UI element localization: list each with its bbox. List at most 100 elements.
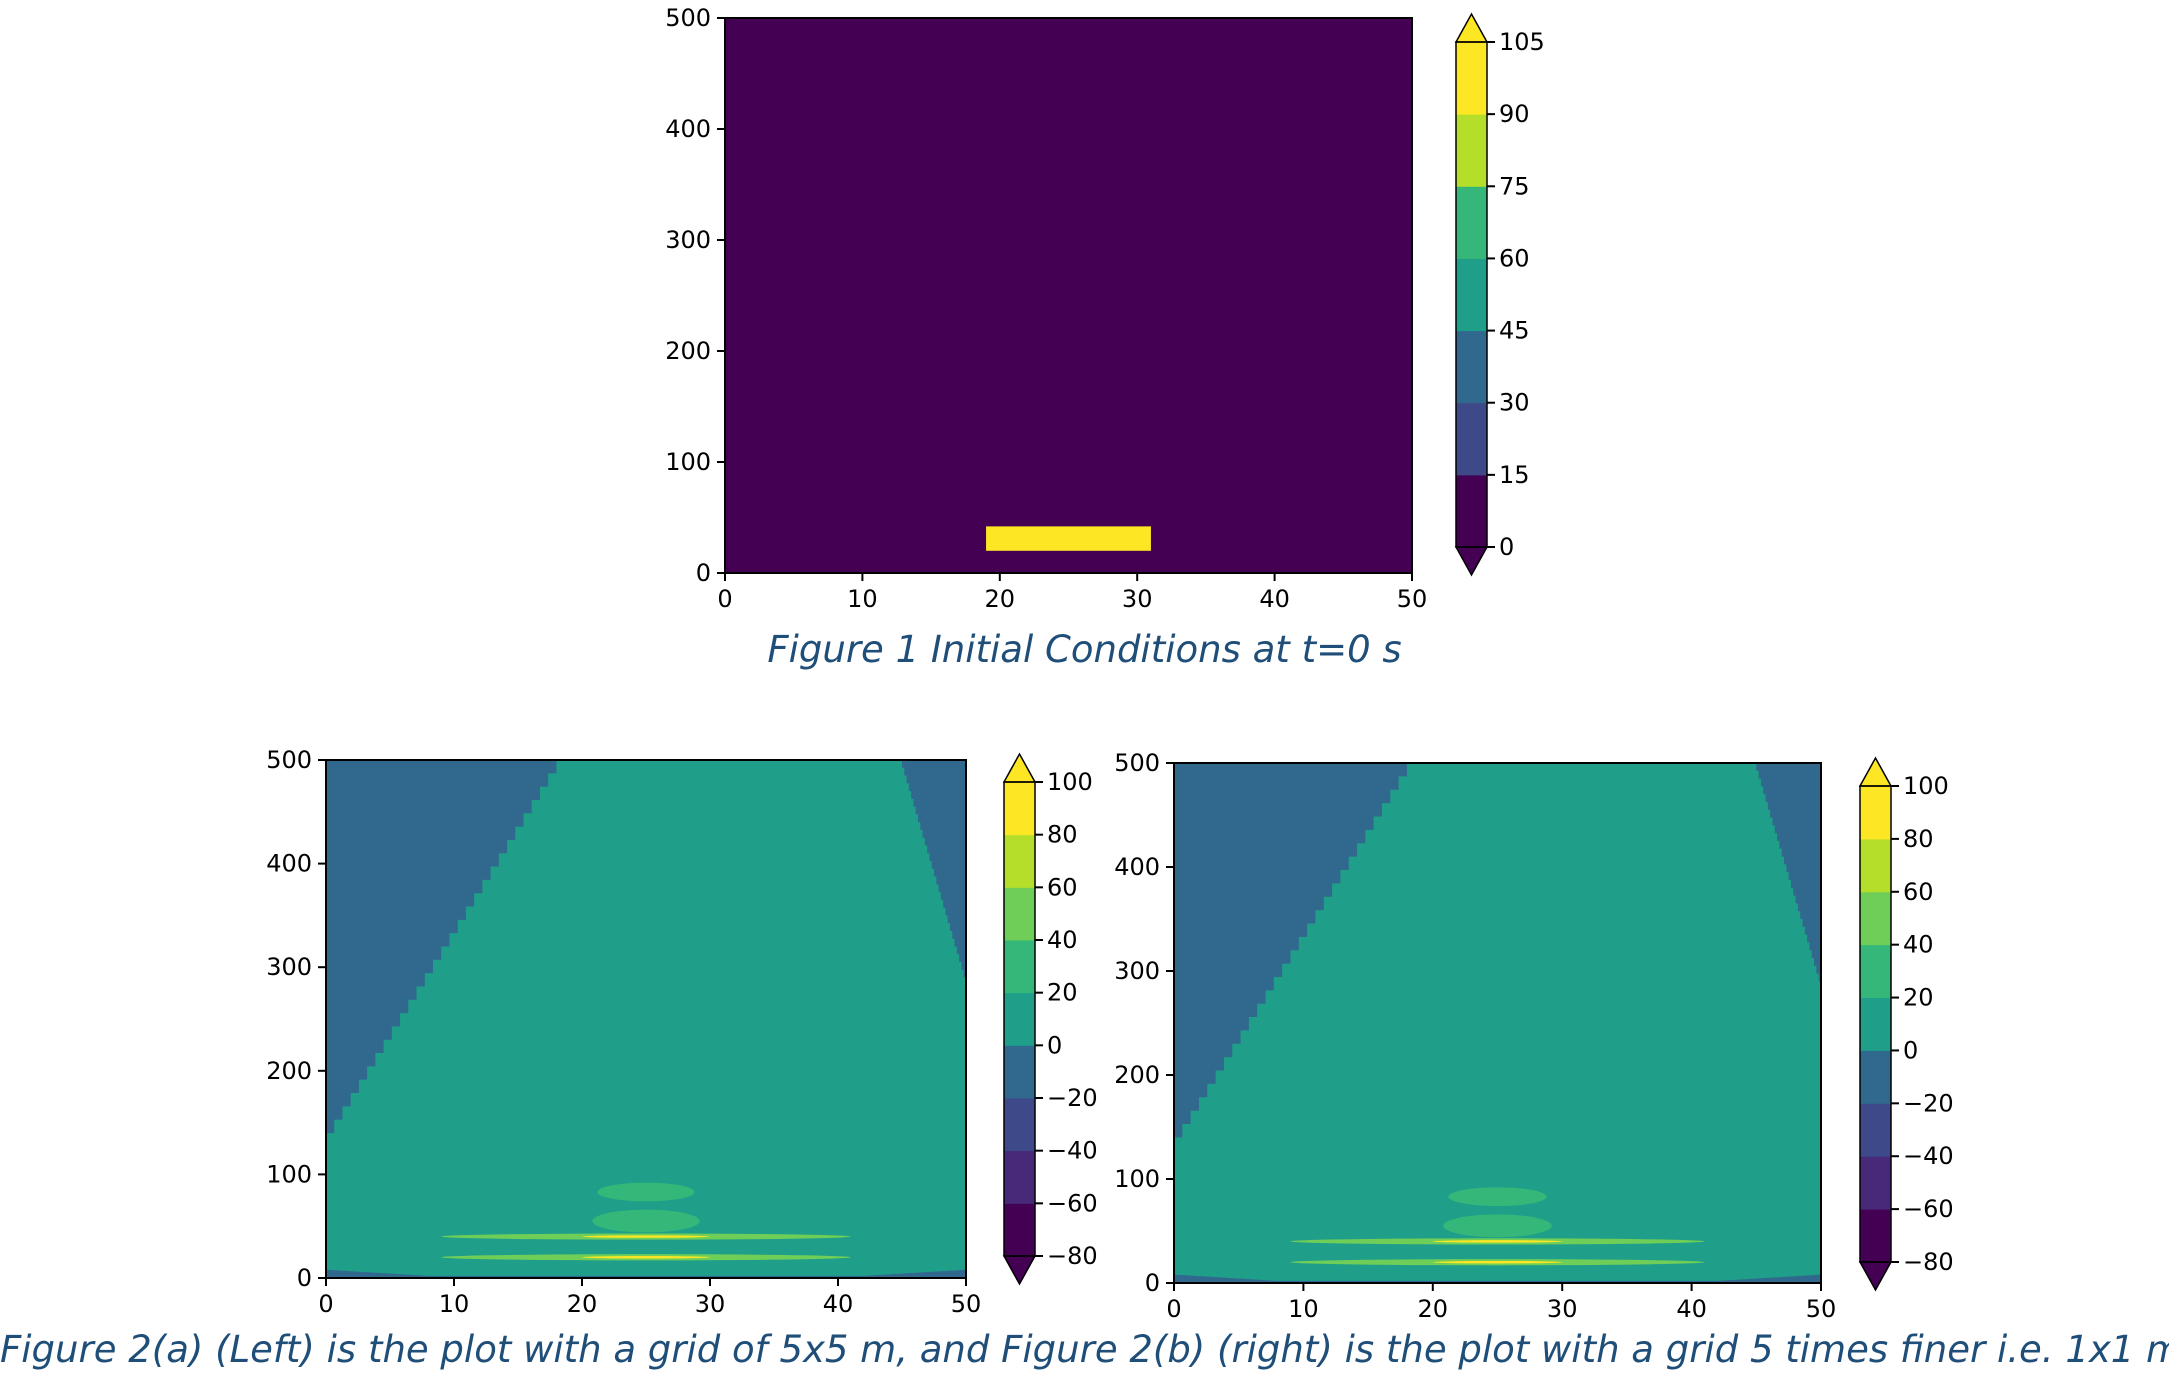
- plot-area-fig1: [725, 18, 1412, 573]
- y-tick-label: 400: [266, 850, 312, 878]
- colorbar-bin: [1456, 402, 1487, 476]
- x-tick-label: 30: [1547, 1295, 1578, 1323]
- y-tick-label: 0: [696, 559, 711, 587]
- field-background: [725, 18, 1412, 573]
- colorbar-bin: [1860, 786, 1891, 840]
- colorbar-tick-label: 90: [1499, 100, 1530, 128]
- bottom-edge-strip: [326, 1269, 966, 1278]
- x-tick-label: 30: [695, 1290, 726, 1318]
- colorbar-tick-label: 20: [1903, 984, 1934, 1012]
- x-tick-label: 0: [717, 585, 732, 613]
- wave-band: [582, 1235, 710, 1238]
- colorbar-bin: [1004, 1203, 1035, 1257]
- colorbar-bin: [1004, 1098, 1035, 1152]
- colorbar-extend-min: [1454, 546, 1489, 577]
- x-tick-label: 40: [1259, 585, 1290, 613]
- y-tick-label: 300: [1114, 957, 1160, 985]
- plot-area-fig2a: [326, 760, 966, 1278]
- colorbar-bin: [1860, 944, 1891, 999]
- colorbar-tick-label: −40: [1903, 1142, 1954, 1170]
- colorbar-tick-label: 60: [1047, 873, 1078, 901]
- colorbar-tick-label: 60: [1499, 244, 1530, 272]
- colorbar-extend-max: [1454, 12, 1489, 43]
- colorbar-fig2a: −80 −60 −40 −20 0 20 40 60 80 100: [1002, 752, 1098, 1286]
- colorbar-tick-label: −60: [1903, 1195, 1954, 1223]
- colorbar-tick-label: 75: [1499, 172, 1530, 200]
- figure-2-caption: Figure 2(a) (Left) is the plot with a gr…: [0, 1328, 2169, 1371]
- chart-fig1: 0 10 20 30 40 5001002003004005000153045607590…: [665, 4, 1545, 613]
- y-tick-label: 0: [297, 1264, 312, 1292]
- colorbar-tick-label: 80: [1047, 821, 1078, 849]
- wave-band: [582, 1256, 710, 1259]
- colorbar-extend-max: [1002, 752, 1037, 783]
- colorbar-tick-label: −20: [1047, 1084, 1098, 1112]
- colorbar-bin: [1860, 1209, 1891, 1263]
- right-corner-region: [1756, 763, 1821, 982]
- colorbar-tick-label: 30: [1499, 389, 1530, 417]
- y-tick-label: 400: [1114, 853, 1160, 881]
- colorbar-extend-min: [1858, 1261, 1893, 1292]
- wave-band: [1432, 1260, 1563, 1264]
- wave-lobe: [1443, 1214, 1552, 1238]
- wave-lobe: [592, 1209, 700, 1233]
- colorbar-bin: [1860, 997, 1891, 1051]
- colorbar-bin: [1456, 186, 1487, 259]
- x-tick-label: 20: [567, 1290, 598, 1318]
- colorbar-frame: [1859, 785, 1892, 1263]
- colorbar-frame: [1003, 781, 1036, 1257]
- x-tick-label: 20: [1418, 1295, 1449, 1323]
- colorbar-bin: [1860, 1050, 1891, 1104]
- colorbar-bin: [1004, 834, 1035, 888]
- y-tick-label: 300: [665, 226, 711, 254]
- wave-lobe: [1448, 1187, 1547, 1207]
- x-tick-label: 30: [1122, 585, 1153, 613]
- colorbar-tick-label: 40: [1047, 926, 1078, 954]
- colorbar-bin: [1860, 891, 1891, 946]
- x-tick-label: 10: [439, 1290, 470, 1318]
- colorbar-tick-label: 80: [1903, 825, 1934, 853]
- y-tick-label: 400: [665, 115, 711, 143]
- wave-band: [1432, 1240, 1563, 1243]
- colorbar-tick-label: 20: [1047, 979, 1078, 1007]
- plot-area-fig2b: [1174, 763, 1821, 1283]
- colorbar-bin: [1004, 992, 1035, 1046]
- right-corner-region: [902, 760, 966, 978]
- y-tick-label: 500: [1114, 749, 1160, 777]
- colorbar-bin: [1004, 782, 1035, 836]
- y-tick-label: 100: [1114, 1165, 1160, 1193]
- y-tick-label: 200: [266, 1057, 312, 1085]
- colorbar-tick-label: 45: [1499, 317, 1530, 345]
- axes-frame: [325, 759, 967, 1279]
- x-tick-label: 0: [318, 1290, 333, 1318]
- colorbar-tick-label: 100: [1047, 768, 1093, 796]
- colorbar-tick-label: 60: [1903, 878, 1934, 906]
- colorbar-bin: [1456, 114, 1487, 187]
- colorbar-extend-max: [1858, 756, 1893, 787]
- colorbar-bin: [1004, 940, 1035, 994]
- colorbar-fig2b: −80 −60 −40 −20 0 20 40 60 80 100: [1858, 756, 1954, 1292]
- y-tick-label: 500: [266, 746, 312, 774]
- colorbar-bin: [1456, 258, 1487, 332]
- colorbar-bin: [1860, 838, 1891, 893]
- x-tick-label: 40: [1676, 1295, 1707, 1323]
- colorbar-tick-label: 15: [1499, 461, 1530, 489]
- colorbar-tick-label: −80: [1903, 1248, 1954, 1276]
- colorbar-bin: [1860, 1103, 1891, 1157]
- colorbar-bin: [1004, 1150, 1035, 1204]
- colorbar-tick-label: 40: [1903, 931, 1934, 959]
- colorbar-tick-label: 100: [1903, 772, 1949, 800]
- colorbar-tick-label: 0: [1047, 1031, 1062, 1059]
- left-corner-region: [326, 760, 557, 1133]
- y-tick-label: 300: [266, 953, 312, 981]
- colorbar-bin: [1004, 1045, 1035, 1099]
- axes-frame: [1173, 762, 1822, 1284]
- colorbar-frame: [1455, 41, 1488, 548]
- colorbar-fig1: 0 15 30 45 60 75 90 105: [1454, 12, 1545, 577]
- x-tick-label: 10: [1288, 1295, 1319, 1323]
- y-tick-label: 500: [665, 4, 711, 32]
- colorbar-tick-label: 0: [1903, 1036, 1918, 1064]
- chart-fig2b: 0 10 20 30 40 500100200300400500−80−60−40−200…: [1114, 749, 1953, 1323]
- x-tick-label: 50: [1806, 1295, 1837, 1323]
